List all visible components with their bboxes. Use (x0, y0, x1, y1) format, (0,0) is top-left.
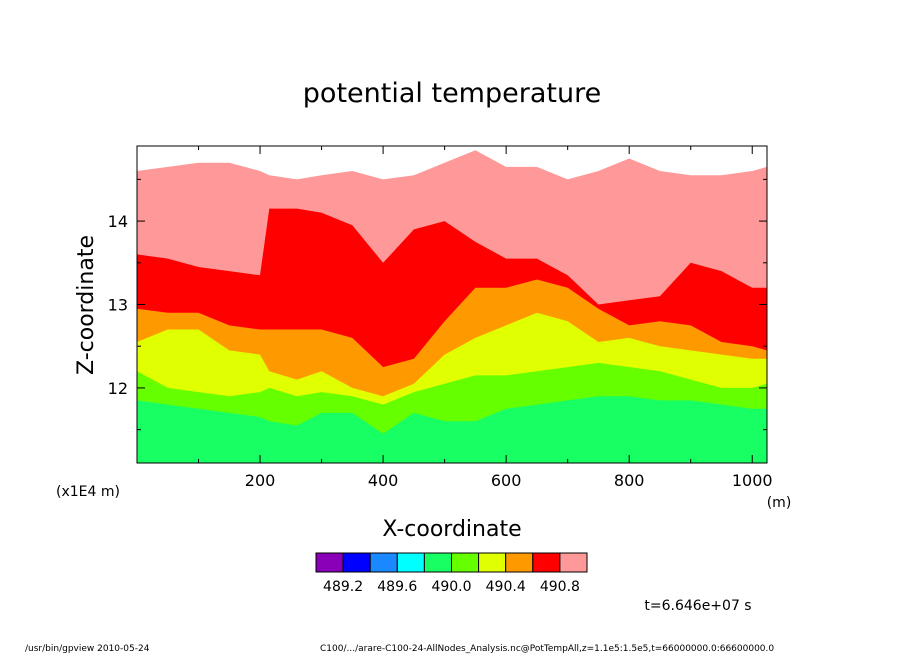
colorbar-swatch (423, 552, 452, 573)
colorbar-swatch (396, 552, 425, 573)
colorbar-tick-label: 490.0 (431, 579, 471, 595)
colorbar-swatch (451, 552, 480, 573)
x-tick-label: 600 (491, 471, 522, 490)
y-axis-title: Z-coordinate (74, 235, 99, 375)
x-tick-label: 800 (614, 471, 645, 490)
band-489-8 (137, 396, 767, 463)
contour-bands (137, 146, 767, 463)
y-tick-label: 12 (108, 379, 128, 398)
colorbar-swatch (478, 552, 507, 573)
colorbar-tick-label: 489.6 (377, 579, 417, 595)
chart-title: potential temperature (303, 78, 601, 109)
y-tick-label: 14 (108, 212, 128, 231)
colorbar-swatch (559, 552, 588, 573)
colorbar-tick-label: 489.2 (323, 579, 363, 595)
y-unit-label: (x1E4 m) (56, 484, 120, 500)
colorbar-tick-label: 490.4 (486, 579, 526, 595)
y-tick-label: 13 (108, 296, 128, 315)
colorbar: 489.2 489.6 490.0 490.4 490.8 (315, 552, 588, 595)
time-label: t=6.646e+07 s (644, 598, 751, 614)
footer-left: /usr/bin/gpview 2010-05-24 (25, 644, 150, 654)
colorbar-swatch (532, 552, 561, 573)
x-tick-label: 400 (368, 471, 399, 490)
colorbar-swatch (315, 552, 344, 573)
x-tick-label: 1000 (732, 471, 773, 490)
colorbar-swatch (505, 552, 534, 573)
footer-right: C100/.../arare-C100-24-AllNodes_Analysis… (320, 644, 774, 654)
colorbar-swatch (342, 552, 371, 573)
colorbar-swatch (369, 552, 398, 573)
plot-area (137, 146, 767, 463)
x-tick-label: 200 (245, 471, 276, 490)
x-axis-title: X-coordinate (382, 517, 521, 542)
x-unit-label: (m) (767, 495, 792, 511)
x-axis: 200 400 600 800 1000 (198, 146, 773, 490)
y-axis: 12 13 14 (108, 178, 767, 431)
colorbar-tick-label: 490.8 (540, 579, 580, 595)
